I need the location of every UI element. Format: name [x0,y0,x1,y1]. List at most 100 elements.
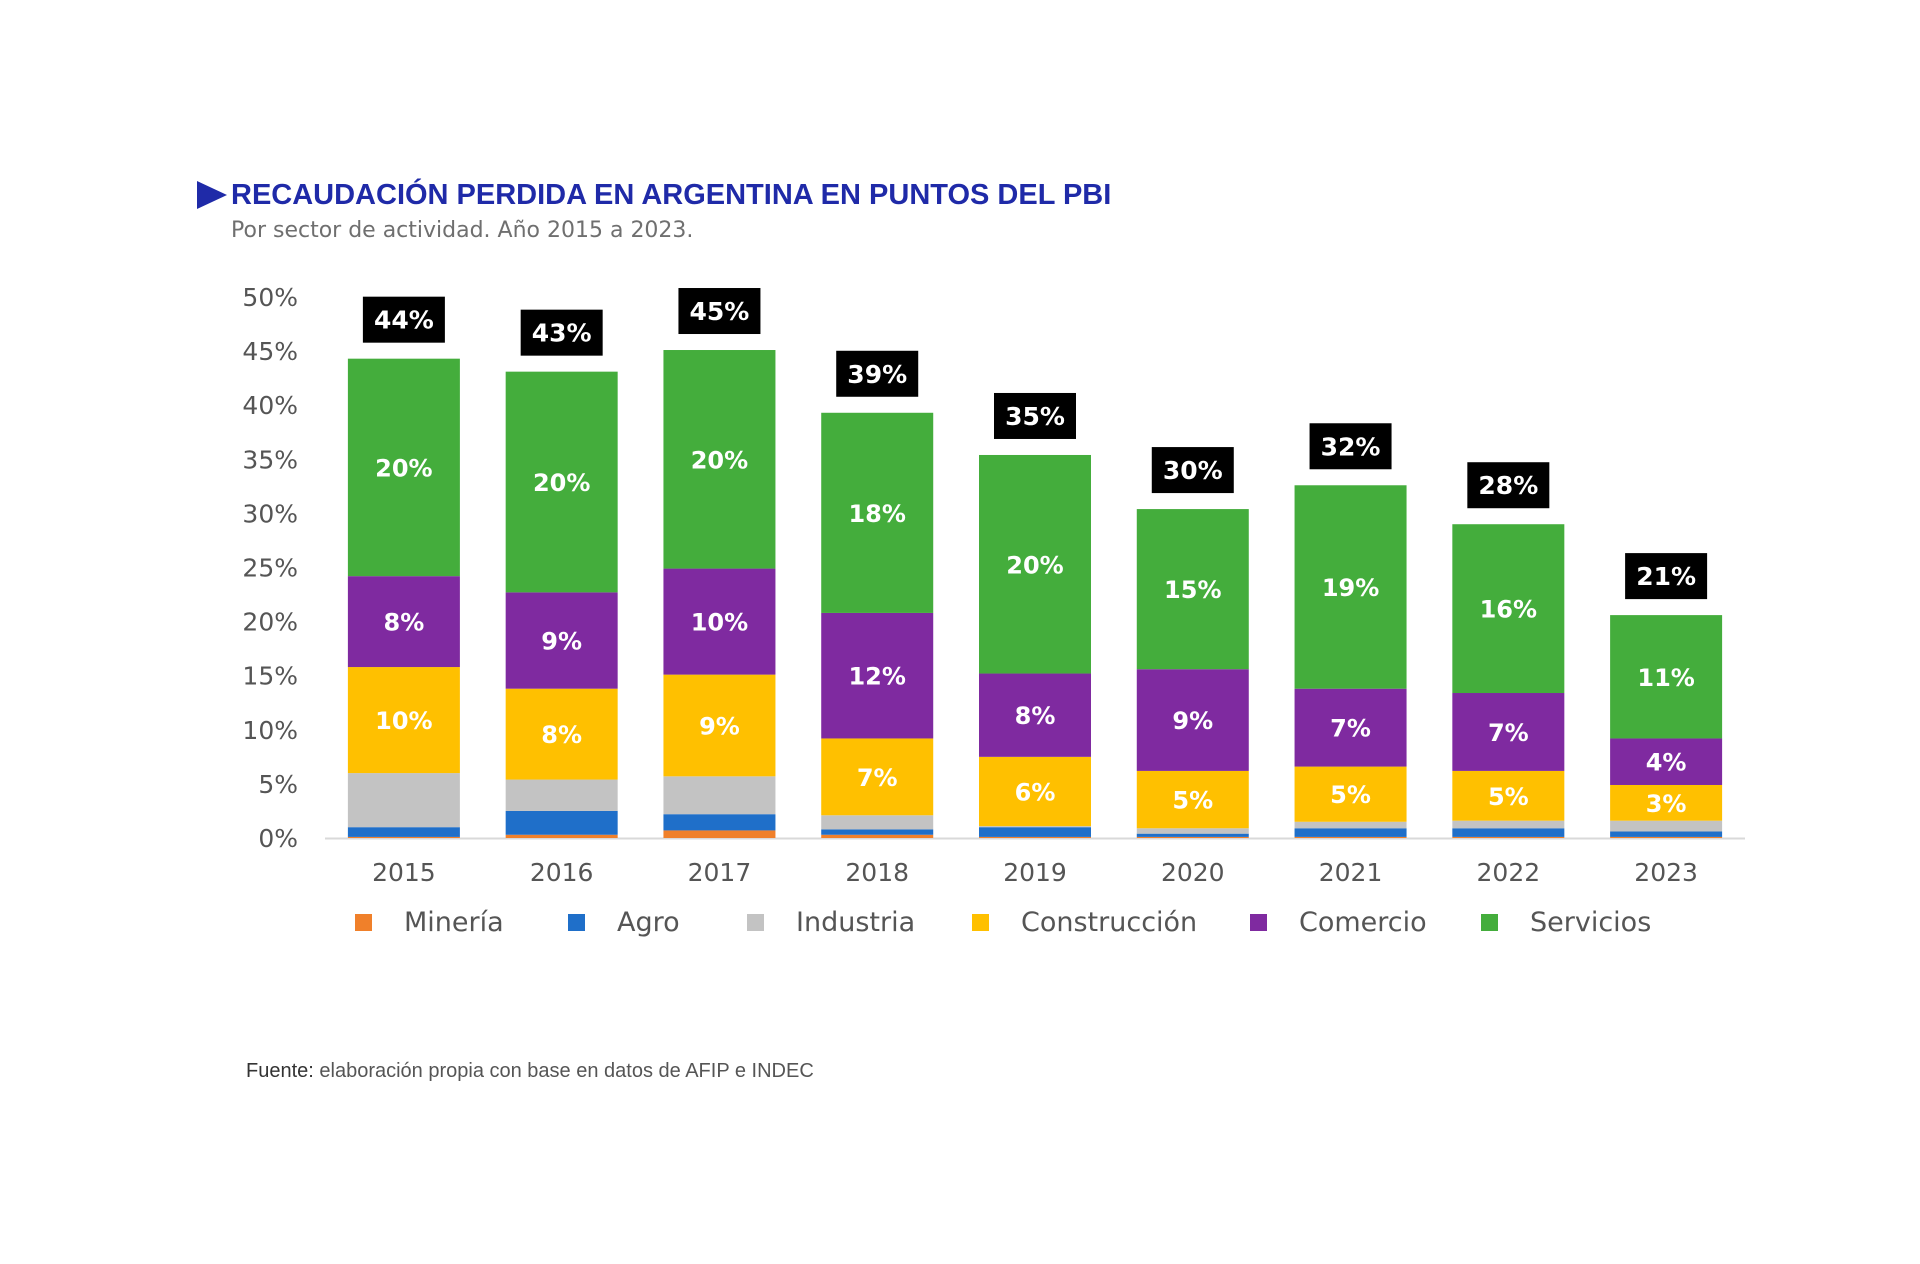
bar-segment-agro [347,827,460,837]
total-label-box [520,309,603,356]
bar-segment-construcción [821,738,934,816]
segment-data-label: 8% [541,721,582,749]
legend-label: Servicios [1530,906,1652,938]
segment-data-label: 5% [1172,787,1213,815]
segment-data-label: 5% [1330,781,1371,809]
legend-item-servicios: Servicios [1481,902,1651,942]
bar-segment-agro [1136,833,1249,837]
total-data-label: 45% [690,297,750,326]
bar-segment-servicios [821,412,934,613]
bar-segment-agro [1294,828,1407,837]
y-tick-label: 35% [242,445,298,474]
total-data-label: 44% [374,306,434,335]
bar-segment-comercio [979,673,1091,757]
segment-data-label: 4% [1646,749,1687,777]
legend-swatch [1250,913,1267,931]
bar-segment-servicios [1610,615,1723,739]
bar-segment-construcción [1452,770,1565,821]
bar-segment-industria [979,826,1091,828]
bar-segment-minería [1452,836,1565,838]
segment-data-label: 10% [691,609,748,637]
total-data-label: 32% [1321,432,1381,461]
bar-segment-minería [1136,836,1249,838]
bar-segment-construcción [1610,784,1723,821]
x-tick-label: 2022 [1477,858,1541,887]
segment-data-label: 8% [384,609,425,637]
bar-segment-agro [663,814,776,831]
total-label-box [1467,462,1550,509]
x-tick-label: 2016 [530,858,594,887]
x-tick-label: 2019 [1003,858,1067,887]
legend-item-comercio: Comercio [1250,902,1427,942]
legend-swatch [568,913,585,931]
y-tick-label: 20% [242,608,298,637]
legend-label: Industria [796,906,916,938]
x-tick-label: 2020 [1161,858,1225,887]
segment-data-label: 9% [1172,707,1213,735]
segment-data-label: 8% [1015,702,1056,730]
segment-data-label: 20% [375,454,432,482]
bar-segment-industria [347,773,460,828]
segment-data-label: 20% [691,446,748,474]
x-tick-label: 2021 [1319,858,1383,887]
bar-segment-agro [821,829,934,835]
total-label-box [1309,423,1392,470]
segment-data-label: 11% [1637,664,1694,692]
total-data-label: 43% [532,319,592,348]
bar-segment-agro [1452,828,1565,837]
source-text: elaboración propia con base en datos de … [313,1060,814,1082]
bar-segment-servicios [663,350,776,569]
legend-swatch [972,913,989,931]
bar-segment-comercio [1610,738,1723,785]
play-triangle-icon [197,181,227,209]
bar-segment-minería [1294,836,1407,838]
bar-segment-comercio [1136,669,1249,771]
total-data-label: 21% [1636,562,1696,591]
segment-data-label: 16% [1480,596,1537,624]
legend-label: Agro [617,906,680,938]
x-tick-label: 2017 [688,858,752,887]
bar-segment-industria [1294,821,1407,829]
bar-segment-minería [979,836,1091,838]
y-tick-label: 45% [242,337,298,366]
total-data-label: 28% [1478,471,1538,500]
segment-data-label: 5% [1488,783,1529,811]
legend-item-minería: Minería [355,902,504,942]
bar-segment-minería [821,834,934,838]
bar-segment-servicios [505,371,618,593]
bar-segment-agro [1610,831,1723,837]
legend-swatch [747,913,764,931]
bar-segment-construcción [347,667,460,774]
chart-legend: Minería Agro Industria Construcción Comercio… [355,902,1755,942]
bar-segment-industria [1136,828,1249,834]
bar-segment-servicios [1294,485,1407,689]
y-tick-label: 5% [258,770,298,799]
bar-segment-construcción [1294,766,1407,822]
bar-segment-construcción [979,756,1091,827]
x-tick-label: 2018 [845,858,909,887]
total-data-label: 35% [1005,402,1065,431]
segment-data-label: 10% [375,707,432,735]
bar-segment-construcción [1136,770,1249,829]
segment-data-label: 20% [1006,551,1063,579]
segment-data-label: 19% [1322,574,1379,602]
segment-data-label: 7% [1488,719,1529,747]
total-label-box [1625,553,1708,600]
y-tick-label: 0% [258,824,298,853]
chart-title-wrap: RECAUDACIÓN PERDIDA EN ARGENTINA EN PUNT… [197,178,1111,212]
chart-subtitle: Por sector de actividad. Año 2015 a 2023… [231,218,694,243]
total-label-box [994,392,1076,439]
bar-segment-minería [505,834,618,838]
bar-segment-construcción [505,688,618,780]
segment-data-label: 7% [1330,715,1371,743]
bar-segment-servicios [979,454,1091,674]
segment-data-label: 3% [1646,790,1687,818]
legend-item-construcción: Construcción [972,902,1197,942]
source-note: Fuente: elaboración propia con base en d… [246,1060,814,1083]
bar-segment-servicios [347,358,460,577]
x-tick-label: 2023 [1634,858,1698,887]
total-data-label: 39% [847,360,907,389]
legend-swatch [1481,913,1498,931]
bar-segment-comercio [347,576,460,668]
